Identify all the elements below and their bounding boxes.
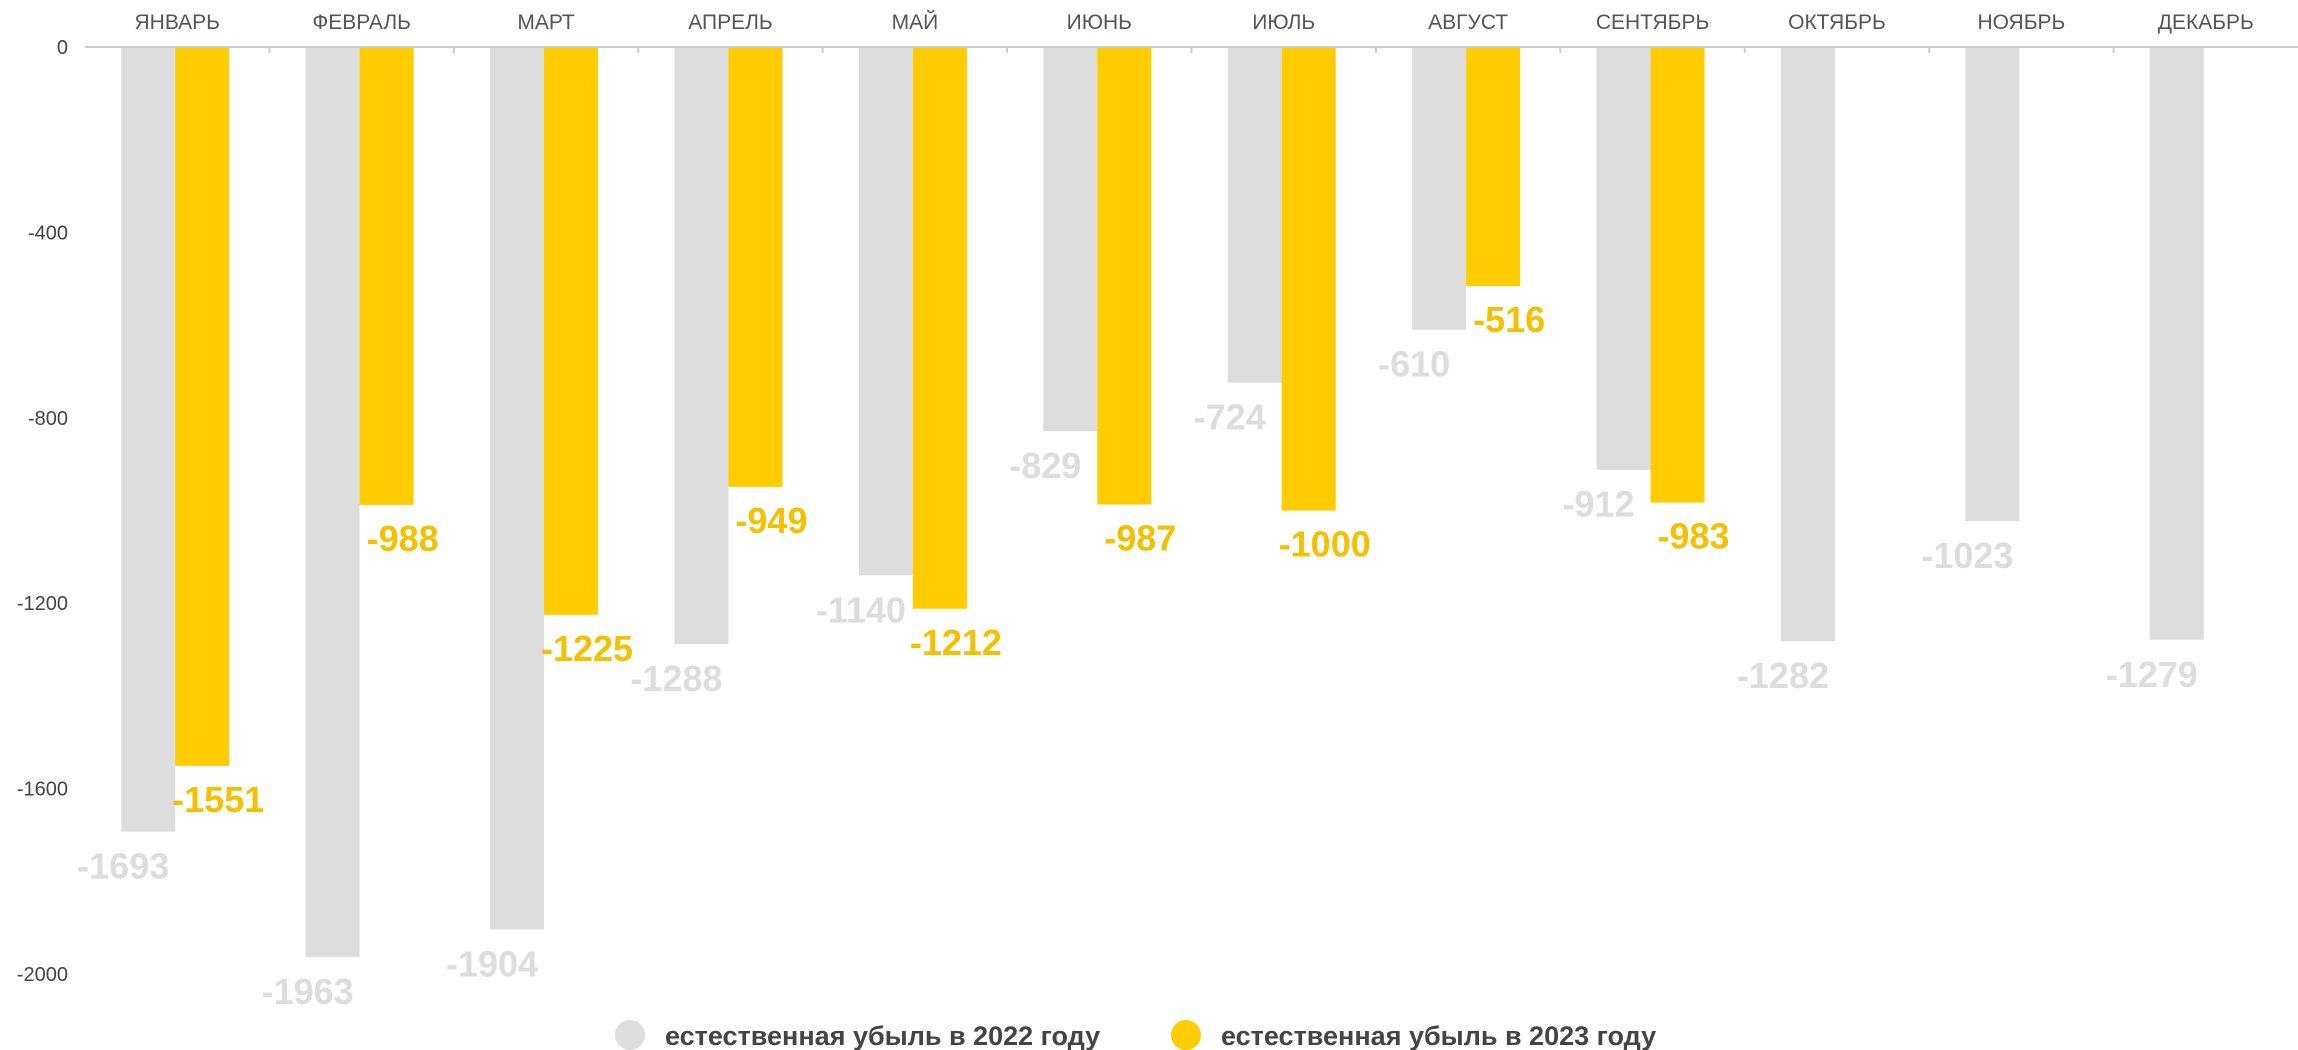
bar-2023 xyxy=(1097,47,1152,505)
data-label-2022: -1693 xyxy=(77,846,169,887)
data-label-2023: -987 xyxy=(1104,517,1176,558)
category-label: НОЯБРЬ xyxy=(1977,11,2065,34)
data-label-2022: -912 xyxy=(1563,484,1635,525)
y-axis: 0 -400 -800 -1200 -1600 -2000 xyxy=(17,37,68,986)
bar-2023 xyxy=(912,47,967,609)
y-tick-label: 0 xyxy=(57,37,68,59)
legend-marker xyxy=(1171,1020,1201,1050)
data-label-2022: -829 xyxy=(1009,445,1081,486)
data-label-2022: -724 xyxy=(1194,397,1266,438)
legend-label: естественная убыль в 2023 году xyxy=(1221,1021,1656,1050)
category-label: ДЕКАБРЬ xyxy=(2158,11,2254,34)
bar-2022 xyxy=(490,47,545,930)
bar-2022 xyxy=(305,47,360,957)
data-label-2023: -1551 xyxy=(172,779,264,820)
category-label: АПРЕЛЬ xyxy=(688,11,772,34)
bar-2023 xyxy=(544,47,599,615)
bar-2022 xyxy=(1412,47,1467,330)
bar-2023 xyxy=(1281,47,1336,511)
data-label-2023: -1225 xyxy=(541,628,633,669)
y-tick-label: -2000 xyxy=(17,964,68,986)
data-label-2022: -1282 xyxy=(1737,655,1829,696)
data-label-2022: -1140 xyxy=(816,589,906,630)
x-axis: ЯНВАРЬ ФЕВРАЛЬ МАРТ АПРЕЛЬ МАЙ ИЮНЬ ИЮЛЬ АВГУСТ… xyxy=(134,10,2254,53)
data-label-2023: -1212 xyxy=(910,622,1002,663)
data-label-2022: -1279 xyxy=(2106,654,2198,695)
category-label: СЕНТЯБРЬ xyxy=(1596,11,1709,34)
legend: естественная убыль в 2022 году естественн… xyxy=(615,1020,1656,1050)
data-label-2022: -1904 xyxy=(446,944,538,985)
bars xyxy=(121,47,2204,957)
bar-2022 xyxy=(1965,47,2020,522)
bar-2023 xyxy=(359,47,414,505)
data-label-2022: -1963 xyxy=(262,971,354,1012)
bar-2022 xyxy=(121,47,176,832)
data-label-2023: -949 xyxy=(735,500,807,541)
bar-2022 xyxy=(1227,47,1282,383)
data-labels: -1693-1551 -1963 -988 -1904 -1225-1288 -949 -1… xyxy=(77,299,2198,1012)
data-label-2023: -1000 xyxy=(1279,524,1371,565)
category-label: ИЮНЬ xyxy=(1067,11,1132,34)
category-label: АВГУСТ xyxy=(1428,11,1508,34)
bar-2022 xyxy=(2149,47,2204,640)
bar-2022 xyxy=(858,47,913,576)
category-label: МАЙ xyxy=(892,10,939,34)
y-tick-label: -1200 xyxy=(17,593,68,615)
bar-2022 xyxy=(1596,47,1651,470)
data-label-2022: -1288 xyxy=(630,658,722,699)
bar-2023 xyxy=(728,47,783,487)
y-tick-label: -400 xyxy=(28,222,68,244)
bar-2023 xyxy=(1650,47,1705,503)
data-label-2023: -516 xyxy=(1473,299,1545,340)
legend-marker xyxy=(615,1020,645,1050)
y-tick-label: -800 xyxy=(28,408,68,430)
y-tick-label: -1600 xyxy=(17,779,68,801)
category-label: ИЮЛЬ xyxy=(1252,11,1315,34)
category-label: ФЕВРАЛЬ xyxy=(312,11,411,34)
bar-2022 xyxy=(1780,47,1835,642)
bar-2023 xyxy=(175,47,230,766)
data-label-2023: -988 xyxy=(367,518,439,559)
data-label-2022: -610 xyxy=(1378,344,1450,385)
bar-2022 xyxy=(1043,47,1098,432)
category-label: ОКТЯБРЬ xyxy=(1788,11,1886,34)
bar-2023 xyxy=(1466,47,1521,287)
data-label-2022: -1023 xyxy=(1921,535,2013,576)
category-label: ЯНВАРЬ xyxy=(134,11,219,34)
bar-2022 xyxy=(674,47,729,644)
legend-label: естественная убыль в 2022 году xyxy=(665,1021,1100,1050)
data-label-2023: -983 xyxy=(1658,516,1730,557)
category-label: МАРТ xyxy=(517,11,575,34)
